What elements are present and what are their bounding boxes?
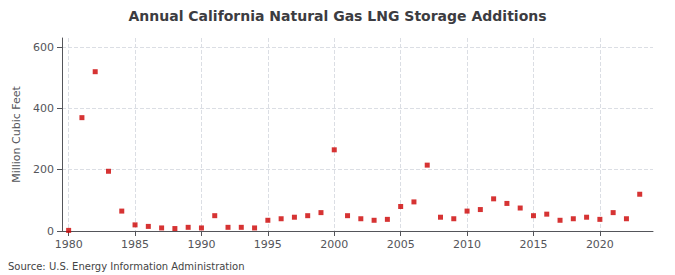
svg-text:2005: 2005 xyxy=(387,238,415,251)
svg-text:1985: 1985 xyxy=(121,238,149,251)
svg-text:200: 200 xyxy=(33,163,54,176)
svg-text:0: 0 xyxy=(47,225,54,238)
svg-text:600: 600 xyxy=(33,41,54,54)
svg-text:2020: 2020 xyxy=(586,238,614,251)
svg-text:1995: 1995 xyxy=(254,238,282,251)
svg-text:Source: U.S. Energy Informatio: Source: U.S. Energy Information Administ… xyxy=(8,261,245,272)
svg-text:1990: 1990 xyxy=(187,238,215,251)
svg-text:400: 400 xyxy=(33,102,54,115)
svg-text:2015: 2015 xyxy=(519,238,547,251)
svg-text:Annual California Natural Gas: Annual California Natural Gas LNG Storag… xyxy=(128,8,546,24)
svg-text:2000: 2000 xyxy=(320,238,348,251)
svg-text:Million Cubic Feet: Million Cubic Feet xyxy=(10,85,23,182)
svg-text:2010: 2010 xyxy=(453,238,481,251)
svg-text:1980: 1980 xyxy=(55,238,83,251)
